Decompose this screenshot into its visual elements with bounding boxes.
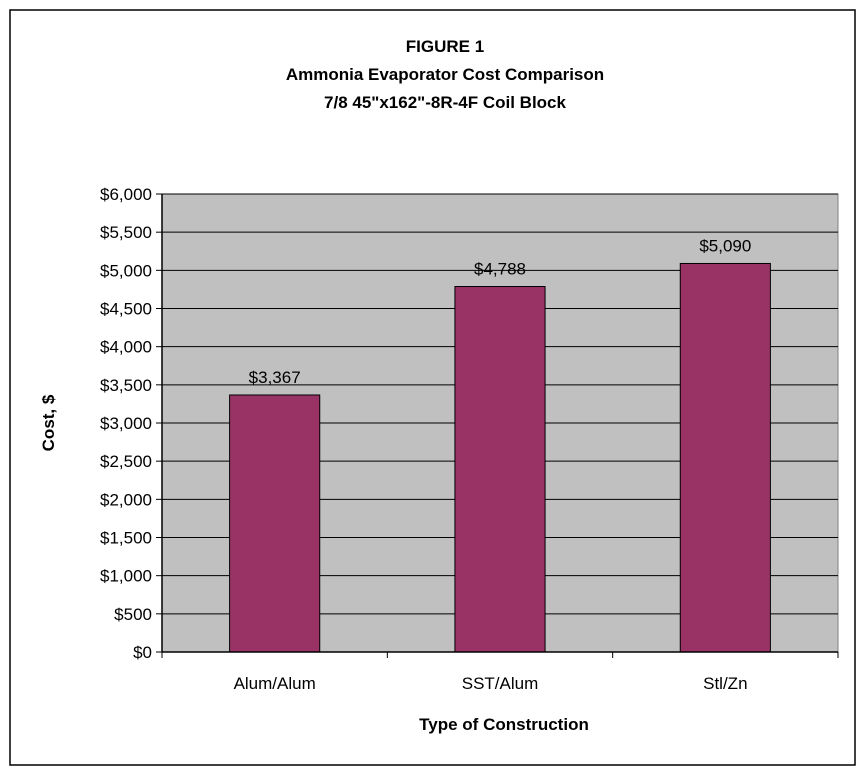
data-label: $4,788 (474, 260, 526, 279)
bar (679, 262, 771, 653)
y-tick-label: $4,000 (100, 338, 152, 357)
x-tick-label: Stl/Zn (703, 674, 747, 693)
y-tick-label: $1,000 (100, 567, 152, 586)
y-tick-label: $2,000 (100, 490, 152, 509)
y-tick-label: $1,500 (100, 529, 152, 548)
y-tick-label: $5,000 (100, 261, 152, 280)
chart-title-line-1: FIGURE 1 (406, 37, 484, 56)
y-tick-label: $3,500 (100, 376, 152, 395)
chart-title-line-2: Ammonia Evaporator Cost Comparison (286, 65, 604, 84)
x-axis-ticks: Alum/Alum SST/Alum Stl/Zn (161, 652, 839, 693)
y-tick-label: $0 (133, 643, 152, 662)
y-tick-label: $6,000 (100, 185, 152, 204)
bar (229, 394, 321, 653)
x-axis-label: Type of Construction (419, 715, 589, 734)
data-label: $3,367 (249, 368, 301, 387)
data-labels: $3,367 $4,788 $5,090 (249, 236, 752, 387)
bar (454, 286, 546, 653)
y-axis-label: Cost, $ (39, 394, 58, 451)
x-tick-label: Alum/Alum (234, 674, 316, 693)
bars (229, 262, 771, 653)
x-tick-label: SST/Alum (462, 674, 539, 693)
y-tick-label: $2,500 (100, 452, 152, 471)
chart-title-line-3: 7/8 45"x162"-8R-4F Coil Block (324, 93, 566, 112)
y-tick-label: $3,000 (100, 414, 152, 433)
y-tick-label: $4,500 (100, 300, 152, 319)
y-axis-ticks: $0 $500 $1,000 $1,500 $2,000 $2,500 $3,000 $3,5… (100, 185, 162, 662)
y-tick-label: $5,500 (100, 223, 152, 242)
y-tick-label: $500 (114, 605, 152, 624)
data-label: $5,090 (699, 236, 751, 255)
